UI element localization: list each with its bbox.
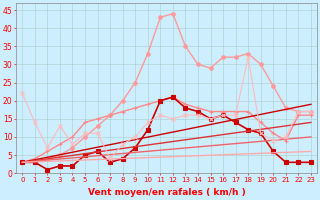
X-axis label: Vent moyen/en rafales ( km/h ): Vent moyen/en rafales ( km/h )	[88, 188, 245, 197]
